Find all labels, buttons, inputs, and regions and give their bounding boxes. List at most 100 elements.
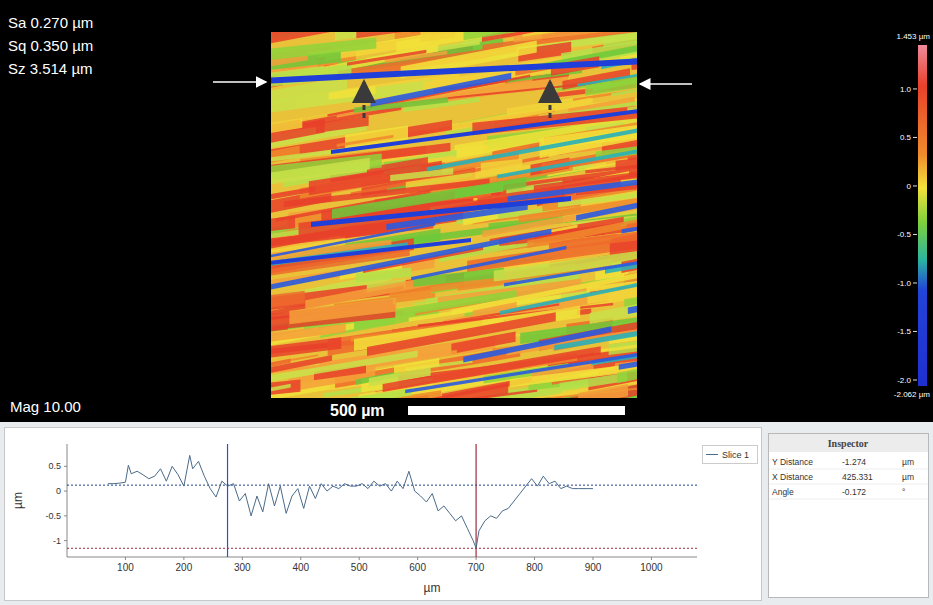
height-map-groove bbox=[271, 229, 551, 299]
inspector-cell: ° bbox=[902, 487, 905, 497]
x-axis-title: µm bbox=[424, 581, 441, 595]
x-tick-label: 500 bbox=[351, 562, 368, 573]
height-map-groove bbox=[576, 194, 637, 220]
scale-bar bbox=[408, 406, 625, 415]
y-tick bbox=[64, 540, 67, 541]
height-map bbox=[271, 32, 637, 398]
inspector-header bbox=[769, 434, 928, 452]
x-tick-label: 300 bbox=[234, 562, 251, 573]
slice-arrow bbox=[640, 83, 692, 85]
height-map-streak bbox=[271, 337, 341, 363]
inspector-row-rule bbox=[769, 469, 928, 470]
x-axis bbox=[67, 557, 697, 558]
x-tick bbox=[359, 557, 360, 560]
height-map-streak bbox=[271, 37, 376, 59]
color-bar bbox=[918, 45, 927, 386]
inspector-cell: -0.172 bbox=[842, 487, 866, 497]
x-tick-label: 600 bbox=[409, 562, 426, 573]
inspector-panel bbox=[769, 434, 929, 598]
x-tick-label: 400 bbox=[292, 562, 309, 573]
height-map-groove bbox=[504, 254, 637, 286]
height-map-streak bbox=[523, 32, 584, 37]
height-map-streak bbox=[271, 158, 370, 192]
surface-stat: Sq 0.350 µm bbox=[8, 37, 93, 54]
height-map-streak bbox=[578, 384, 628, 398]
height-map-streak bbox=[271, 118, 302, 134]
x-tick-label: 1000 bbox=[640, 562, 663, 573]
x-tick-label: 200 bbox=[176, 562, 193, 573]
profile-line bbox=[108, 455, 593, 548]
color-bar-max: 1.453 µm bbox=[896, 32, 930, 41]
height-map-groove bbox=[463, 326, 611, 362]
y-tick bbox=[64, 466, 67, 467]
viewer-background bbox=[0, 0, 933, 422]
height-map-groove bbox=[427, 113, 637, 172]
height-map-groove bbox=[497, 142, 637, 179]
inspector-cell: 425.331 bbox=[842, 472, 873, 482]
cursor-arrow bbox=[549, 82, 552, 118]
x-tick bbox=[242, 557, 243, 560]
x-tick bbox=[651, 557, 652, 560]
page: Sa 0.270 µmSq 0.350 µmSz 3.514 µmMag 10.… bbox=[0, 0, 933, 605]
y-tick bbox=[64, 491, 67, 492]
height-map-groove bbox=[619, 335, 637, 369]
color-bar-tick-label: -2.0 bbox=[897, 376, 911, 385]
height-map-streak bbox=[464, 32, 637, 40]
inspector-cell: X Distance bbox=[772, 472, 813, 482]
cursor-arrow bbox=[363, 82, 366, 118]
inspector-cell: -1.274 bbox=[842, 457, 866, 467]
color-bar-tick-label: -1.5 bbox=[897, 327, 911, 336]
inspector-cell: Y Distance bbox=[772, 457, 813, 467]
magnification: Mag 10.00 bbox=[10, 398, 81, 415]
height-map-groove bbox=[311, 196, 571, 227]
height-map-streak bbox=[271, 384, 291, 397]
x-tick bbox=[534, 557, 535, 560]
height-map-streak bbox=[271, 32, 382, 51]
color-bar-tick-label: 0 bbox=[907, 182, 912, 191]
color-bar-tick bbox=[913, 137, 917, 138]
color-bar-tick bbox=[913, 331, 917, 332]
height-map-streak bbox=[394, 358, 439, 373]
height-map-groove bbox=[628, 290, 637, 314]
height-map-groove bbox=[411, 246, 566, 281]
x-tick bbox=[476, 557, 477, 560]
height-map-groove bbox=[371, 73, 512, 107]
scale-bar-label: 500 µm bbox=[330, 402, 385, 419]
inspector-cell: µm bbox=[902, 472, 914, 482]
height-map-streak bbox=[539, 32, 637, 34]
y-tick-label: 0 bbox=[56, 486, 61, 496]
color-bar-tick bbox=[913, 282, 917, 283]
height-map-streak bbox=[390, 168, 453, 181]
color-bar-min: -2.062 µm bbox=[894, 390, 931, 399]
height-map-groove bbox=[271, 238, 471, 266]
y-tick-label: -1 bbox=[53, 536, 61, 546]
height-map-streak bbox=[316, 116, 369, 133]
height-map-streak bbox=[289, 298, 396, 324]
color-bar-tick-label: 0.5 bbox=[900, 133, 912, 142]
height-map-groove bbox=[554, 303, 637, 351]
color-bar-tick-label: -0.5 bbox=[897, 230, 911, 239]
x-tick-label: 800 bbox=[526, 562, 543, 573]
height-map-streak bbox=[420, 32, 455, 42]
x-tick-label: 900 bbox=[585, 562, 602, 573]
x-tick-label: 100 bbox=[117, 562, 134, 573]
y-tick-label: 0.5 bbox=[48, 461, 61, 471]
height-map-groove bbox=[271, 58, 637, 84]
x-tick bbox=[125, 557, 126, 560]
x-tick bbox=[417, 557, 418, 560]
legend: Slice 1 bbox=[703, 446, 758, 464]
height-map-streak bbox=[367, 312, 556, 356]
x-tick bbox=[592, 557, 593, 560]
color-bar-tick-label: 1.0 bbox=[900, 85, 912, 94]
inspector-title: Inspector bbox=[828, 438, 869, 449]
inspector-cell: Angle bbox=[772, 487, 794, 497]
legend-label: Slice 1 bbox=[722, 450, 749, 460]
color-bar-tick-label: -1.0 bbox=[897, 279, 911, 288]
legend-box bbox=[703, 446, 758, 464]
height-map-streak bbox=[514, 32, 633, 42]
height-map-streak bbox=[476, 383, 637, 398]
inspector-row-rule bbox=[769, 499, 928, 500]
profile-chart-area bbox=[5, 428, 762, 601]
slice-arrow bbox=[213, 81, 266, 83]
y-axis bbox=[67, 444, 68, 557]
